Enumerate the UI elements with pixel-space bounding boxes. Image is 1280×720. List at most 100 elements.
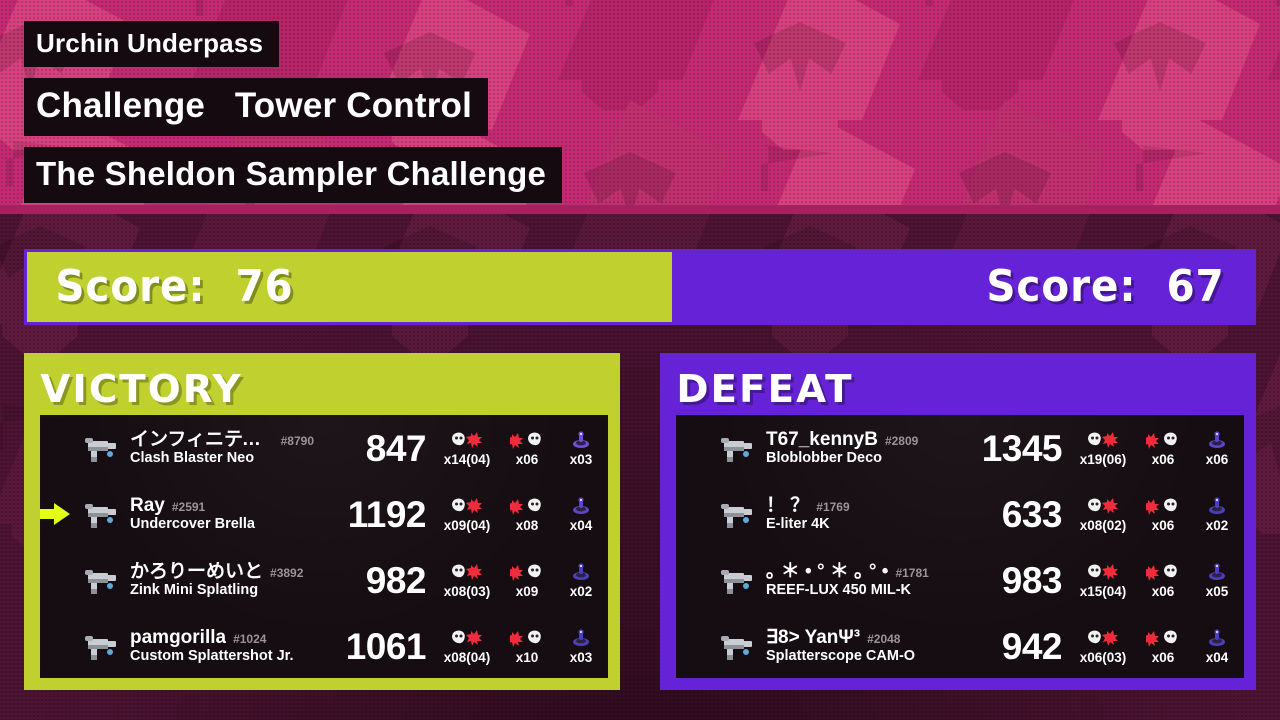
- crest-icon: [905, 100, 1105, 214]
- player-row[interactable]: ∃8> YanΨ³ #2048 Splatterscope CAM-O 942 x06(…: [676, 613, 1244, 678]
- deaths-value: x06: [1151, 649, 1175, 665]
- player-points: 983: [1001, 559, 1063, 601]
- player-stats: x14(04) x06 x03: [434, 430, 608, 467]
- player-info: pamgorilla #1024 Custom Splattershot Jr.: [124, 628, 314, 665]
- splats-value: x15(04): [1079, 583, 1127, 599]
- specials-value: x04: [569, 517, 593, 533]
- splat-kill-icon: [450, 628, 484, 648]
- player-points: 982: [365, 559, 427, 601]
- player-tag: #8790: [280, 433, 314, 448]
- stat-deaths: x06: [1136, 496, 1190, 533]
- player-info: ∃8> YanΨ³ #2048 Splatterscope CAM-O: [760, 628, 950, 665]
- score-right-half: Score: 67: [671, 252, 1253, 322]
- special-weapon-icon: [570, 430, 592, 450]
- mode-row: Challenge Tower Control: [0, 67, 562, 136]
- weapon-icon: [714, 560, 760, 600]
- player-info: インフィニティたなか #8790 Clash Blaster Neo: [124, 430, 314, 467]
- special-weapon-icon: [1206, 628, 1228, 648]
- score-bar: Score: 76 Score: 67: [24, 249, 1256, 325]
- score-left-label: Score: 76: [55, 261, 294, 312]
- weapon-name: Splatterscope CAM-O: [766, 647, 916, 664]
- splats-value: x19(06): [1079, 451, 1127, 467]
- stat-splats: x15(04): [1070, 562, 1136, 599]
- splats-value: x08(04): [443, 649, 491, 665]
- stat-specials: x03: [554, 628, 608, 665]
- stat-specials: x06: [1190, 430, 1244, 467]
- player-stats: x15(04) x06 x05: [1070, 562, 1244, 599]
- splat-kill-icon: [1086, 628, 1120, 648]
- crest-icon: [530, 100, 730, 214]
- player-info: Ray #2591 Undercover Brella: [124, 496, 314, 533]
- splats-value: x08(03): [443, 583, 491, 599]
- crest-icon: [1250, 100, 1280, 214]
- stat-specials: x04: [554, 496, 608, 533]
- stat-deaths: x09: [500, 562, 554, 599]
- specials-value: x02: [1205, 517, 1229, 533]
- player-tag: #1024: [233, 631, 267, 646]
- splat-death-icon: [1146, 496, 1180, 516]
- splat-kill-icon: [1086, 562, 1120, 582]
- player-tag: #1781: [895, 565, 929, 580]
- splat-kill-icon: [1086, 430, 1120, 450]
- player-row[interactable]: T67_kennyB #2809 Bloblobber Deco 1345 x19(06…: [676, 415, 1244, 481]
- splat-death-icon: [510, 496, 544, 516]
- special-weapon-icon: [570, 562, 592, 582]
- crest-icon: [1090, 115, 1280, 214]
- player-row[interactable]: かろりーめいと #3892 Zink Mini Splatling 982 x08(03…: [40, 547, 608, 613]
- stat-specials: x04: [1190, 628, 1244, 665]
- player-info: ｡ ＊ • ° ＊ ｡ ° • #1781 REEF-LUX 450 MIL-K: [760, 562, 950, 599]
- deaths-value: x06: [515, 451, 539, 467]
- splat-kill-icon: [450, 562, 484, 582]
- player-row[interactable]: pamgorilla #1024 Custom Splattershot Jr. 10…: [40, 613, 608, 678]
- stat-deaths: x06: [1136, 628, 1190, 665]
- special-weapon-icon: [1206, 430, 1228, 450]
- player-row[interactable]: Ray #2591 Undercover Brella 1192 x09(04) x08 x…: [40, 481, 608, 547]
- deaths-value: x10: [515, 649, 539, 665]
- splat-death-icon: [510, 430, 544, 450]
- player-name: T67_kennyB: [766, 429, 878, 449]
- specials-value: x02: [569, 583, 593, 599]
- stat-specials: x02: [554, 562, 608, 599]
- stat-deaths: x06: [1136, 562, 1190, 599]
- event-name: The Sheldon Sampler Challenge: [24, 147, 563, 203]
- splat-death-icon: [1146, 562, 1180, 582]
- player-points: 847: [365, 427, 427, 469]
- specials-value: x04: [1205, 649, 1229, 665]
- weapon-icon: [714, 428, 760, 468]
- specials-value: x03: [569, 451, 593, 467]
- deaths-value: x06: [1151, 517, 1175, 533]
- splats-value: x08(02): [1079, 517, 1127, 533]
- splat-kill-icon: [1086, 496, 1120, 516]
- weapon-name: Custom Splattershot Jr.: [130, 647, 294, 664]
- stat-splats: x08(04): [434, 628, 500, 665]
- weapon-name: E-liter 4K: [766, 515, 830, 532]
- player-row[interactable]: ｡ ＊ • ° ＊ ｡ ° • #1781 REEF-LUX 450 MIL-K 98…: [676, 547, 1244, 613]
- player-info: かろりーめいと #3892 Zink Mini Splatling: [124, 562, 314, 599]
- player-name: ！ ？: [766, 495, 810, 515]
- weapon-name: REEF-LUX 450 MIL-K: [766, 581, 912, 598]
- player-name: インフィニティたなか: [130, 429, 274, 449]
- splat-death-icon: [1146, 430, 1180, 450]
- score-left-half: Score: 76: [27, 252, 672, 322]
- player-name: ∃8> YanΨ³: [766, 627, 861, 647]
- stage-name: Urchin Underpass: [24, 21, 280, 67]
- special-weapon-icon: [1206, 562, 1228, 582]
- weapon-name: Undercover Brella: [130, 515, 255, 532]
- player-stats: x06(03) x06 x04: [1070, 628, 1244, 665]
- special-weapon-icon: [570, 628, 592, 648]
- weapon-name: Clash Blaster Neo: [130, 449, 255, 466]
- result-title-defeat: DEFEAT: [676, 367, 854, 411]
- stat-specials: x02: [1190, 496, 1244, 533]
- weapon-name: Bloblobber Deco: [766, 449, 883, 466]
- deaths-value: x06: [1151, 451, 1175, 467]
- crest-icon: [715, 115, 915, 214]
- crest-icon: [520, 0, 720, 148]
- player-info: ！ ？ #1769 E-liter 4K: [760, 496, 950, 533]
- weapon-icon: [78, 626, 124, 666]
- stat-splats: x19(06): [1070, 430, 1136, 467]
- player-row[interactable]: ！ ？ #1769 E-liter 4K 633 x08(02) x06 x02: [676, 481, 1244, 547]
- deaths-value: x06: [1151, 583, 1175, 599]
- player-points: 1061: [345, 625, 427, 667]
- deaths-value: x08: [515, 517, 539, 533]
